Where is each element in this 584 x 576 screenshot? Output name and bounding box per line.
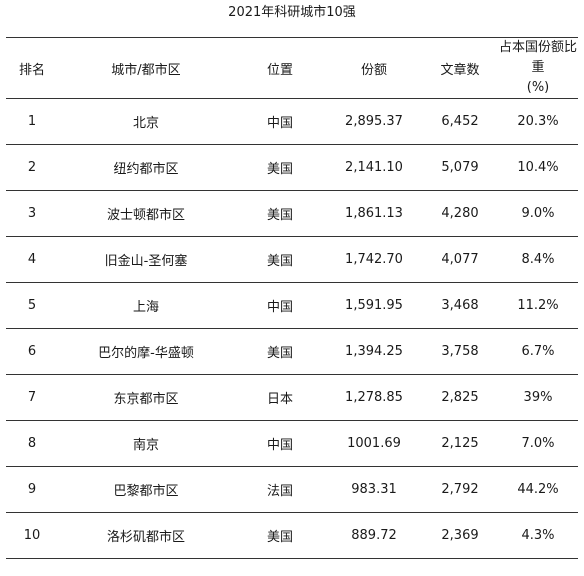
table-row: 2 纽约都市区 美国 2,141.10 5,079 10.4%: [6, 144, 578, 191]
cell-national-share: 6.7%: [498, 328, 578, 375]
cell-rank: 10: [6, 512, 58, 559]
cell-national-share: 39%: [498, 374, 578, 421]
cell-articles: 6,452: [422, 98, 498, 145]
cell-share: 1,394.25: [326, 328, 422, 375]
table-row: 8 南京 中国 1001.69 2,125 7.0%: [6, 420, 578, 467]
header-national-share: 占本国份额比重 (%): [498, 37, 578, 99]
cell-share: 1,742.70: [326, 236, 422, 283]
header-national-share-line1: 占本国份额比重: [498, 40, 577, 75]
cell-national-share: 9.0%: [498, 190, 578, 237]
cell-location: 美国: [234, 190, 326, 237]
cell-national-share: 10.4%: [498, 144, 578, 191]
cell-location: 中国: [234, 98, 326, 145]
cell-articles: 4,280: [422, 190, 498, 237]
header-city: 城市/都市区: [58, 37, 234, 99]
cell-national-share: 11.2%: [498, 282, 578, 329]
cell-articles: 2,792: [422, 466, 498, 513]
table-row: 6 巴尔的摩-华盛顿 美国 1,394.25 3,758 6.7%: [6, 328, 578, 375]
cell-city: 巴尔的摩-华盛顿: [58, 328, 234, 375]
cell-location: 美国: [234, 512, 326, 559]
cell-share: 1,861.13: [326, 190, 422, 237]
cell-rank: 1: [6, 98, 58, 145]
table-row: 3 波士顿都市区 美国 1,861.13 4,280 9.0%: [6, 190, 578, 237]
cell-share: 1,278.85: [326, 374, 422, 421]
cell-city: 南京: [58, 420, 234, 467]
cell-share: 2,141.10: [326, 144, 422, 191]
table-row: 9 巴黎都市区 法国 983.31 2,792 44.2%: [6, 466, 578, 513]
cell-national-share: 4.3%: [498, 512, 578, 559]
cell-city: 旧金山-圣何塞: [58, 236, 234, 283]
cell-share: 2,895.37: [326, 98, 422, 145]
cell-location: 美国: [234, 328, 326, 375]
header-location: 位置: [234, 37, 326, 99]
header-articles: 文章数: [422, 37, 498, 99]
cell-share: 889.72: [326, 512, 422, 559]
cell-articles: 2,125: [422, 420, 498, 467]
cell-location: 中国: [234, 420, 326, 467]
cell-articles: 2,369: [422, 512, 498, 559]
cell-articles: 5,079: [422, 144, 498, 191]
cell-rank: 5: [6, 282, 58, 329]
table-title: 2021年科研城市10强: [228, 5, 356, 20]
cell-location: 中国: [234, 282, 326, 329]
header-share: 份额: [326, 37, 422, 99]
table-row: 1 北京 中国 2,895.37 6,452 20.3%: [6, 98, 578, 145]
cell-share: 1001.69: [326, 420, 422, 467]
cell-rank: 7: [6, 374, 58, 421]
table-row: 5 上海 中国 1,591.95 3,468 11.2%: [6, 282, 578, 329]
cell-rank: 3: [6, 190, 58, 237]
cell-articles: 3,468: [422, 282, 498, 329]
table-row: 4 旧金山-圣何塞 美国 1,742.70 4,077 8.4%: [6, 236, 578, 283]
cell-rank: 8: [6, 420, 58, 467]
cell-national-share: 7.0%: [498, 420, 578, 467]
cell-articles: 4,077: [422, 236, 498, 283]
cell-rank: 4: [6, 236, 58, 283]
cell-city: 东京都市区: [58, 374, 234, 421]
table-row: 10 洛杉矶都市区 美国 889.72 2,369 4.3%: [6, 512, 578, 559]
cell-city: 巴黎都市区: [58, 466, 234, 513]
cell-city: 纽约都市区: [58, 144, 234, 191]
cell-city: 洛杉矶都市区: [58, 512, 234, 559]
cell-share: 983.31: [326, 466, 422, 513]
ranking-table: 排名 城市/都市区 位置 份额 文章数 占本国份额比重 (%) 1 北京 中国 2,8…: [6, 37, 578, 559]
cell-rank: 2: [6, 144, 58, 191]
cell-share: 1,591.95: [326, 282, 422, 329]
cell-location: 法国: [234, 466, 326, 513]
cell-city: 上海: [58, 282, 234, 329]
cell-articles: 3,758: [422, 328, 498, 375]
cell-rank: 9: [6, 466, 58, 513]
cell-national-share: 44.2%: [498, 466, 578, 513]
cell-location: 美国: [234, 144, 326, 191]
cell-rank: 6: [6, 328, 58, 375]
header-national-share-line2: (%): [526, 80, 550, 95]
cell-location: 日本: [234, 374, 326, 421]
table-header-row: 排名 城市/都市区 位置 份额 文章数 占本国份额比重 (%): [6, 37, 578, 99]
cell-location: 美国: [234, 236, 326, 283]
cell-city: 波士顿都市区: [58, 190, 234, 237]
cell-national-share: 20.3%: [498, 98, 578, 145]
header-rank: 排名: [6, 37, 58, 99]
cell-national-share: 8.4%: [498, 236, 578, 283]
cell-articles: 2,825: [422, 374, 498, 421]
table-row: 7 东京都市区 日本 1,278.85 2,825 39%: [6, 374, 578, 421]
cell-city: 北京: [58, 98, 234, 145]
